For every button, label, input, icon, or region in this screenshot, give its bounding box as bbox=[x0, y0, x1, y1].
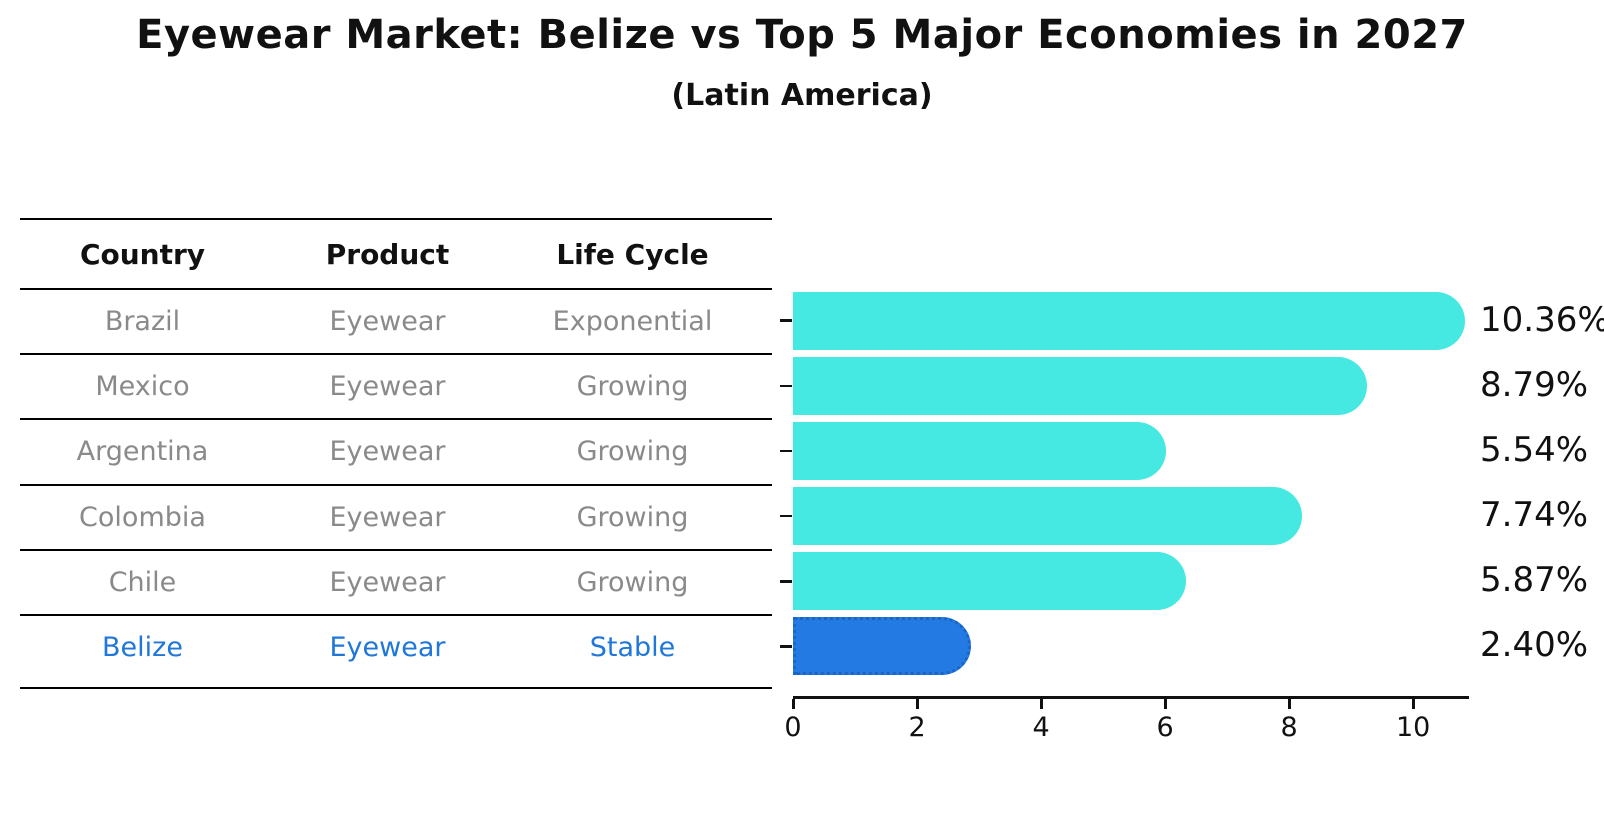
bar-value-label: 5.54% bbox=[1480, 429, 1589, 470]
bar-belize bbox=[793, 617, 971, 676]
table-row-belize: Belize Eyewear Stable bbox=[20, 613, 772, 679]
cell-life-cycle: Exponential bbox=[552, 306, 713, 338]
y-axis-tick bbox=[780, 384, 792, 387]
column-header-country: Country bbox=[79, 237, 206, 271]
data-table: Country Product Life Cycle Brazil Eyewear… bbox=[20, 218, 772, 679]
x-tick-label: 8 bbox=[1280, 712, 1298, 743]
cell-product: Eyewear bbox=[329, 501, 446, 533]
bar-value-label: 10.36% bbox=[1480, 299, 1604, 340]
table-row-mexico: Mexico Eyewear Growing bbox=[20, 353, 772, 418]
x-tick-label: 10 bbox=[1395, 712, 1431, 743]
cell-life-cycle: Growing bbox=[576, 371, 689, 403]
bar-value-label: 7.74% bbox=[1480, 495, 1589, 536]
x-tick-mark bbox=[1411, 699, 1415, 709]
table-row-colombia: Colombia Eyewear Growing bbox=[20, 483, 772, 549]
chart-title: Eyewear Market: Belize vs Top 5 Major Ec… bbox=[136, 12, 1468, 58]
table-row-argentina: Argentina Eyewear Growing bbox=[20, 418, 772, 483]
cell-product: Eyewear bbox=[329, 566, 446, 598]
cell-life-cycle: Growing bbox=[576, 566, 689, 598]
bar-value-label: 2.40% bbox=[1480, 625, 1589, 666]
x-tick-mark bbox=[915, 699, 919, 709]
cell-product: Eyewear bbox=[329, 306, 446, 338]
table-bottom-border bbox=[20, 687, 772, 689]
cell-country: Chile bbox=[108, 566, 177, 598]
y-axis-tick bbox=[780, 645, 792, 648]
cell-country: Mexico bbox=[95, 371, 190, 403]
table-row-chile: Chile Eyewear Growing bbox=[20, 548, 772, 614]
column-header-product: Product bbox=[325, 237, 450, 271]
cell-country: Colombia bbox=[79, 501, 206, 533]
chart-subtitle: (Latin America) bbox=[671, 78, 933, 113]
bar-colombia bbox=[793, 487, 1303, 546]
x-tick-label: 4 bbox=[1032, 712, 1050, 743]
cell-life-cycle: Growing bbox=[576, 436, 689, 468]
cell-country: Argentina bbox=[76, 436, 209, 468]
column-header-life-cycle: Life Cycle bbox=[556, 237, 709, 271]
y-axis-tick bbox=[780, 449, 792, 453]
cell-product: Eyewear bbox=[329, 436, 446, 468]
y-axis-tick bbox=[780, 319, 792, 322]
cell-product: Eyewear bbox=[329, 632, 446, 664]
bar-value-label: 5.87% bbox=[1480, 560, 1589, 601]
x-tick-mark bbox=[1163, 699, 1167, 709]
cell-country: Brazil bbox=[104, 306, 181, 338]
y-axis-tick bbox=[780, 580, 792, 583]
bar-mexico bbox=[793, 356, 1368, 415]
cell-life-cycle: Growing bbox=[576, 501, 689, 533]
bar-brazil bbox=[793, 291, 1465, 350]
cell-product: Eyewear bbox=[329, 371, 446, 403]
table-row-brazil: Brazil Eyewear Exponential bbox=[20, 288, 772, 353]
x-tick-label: 2 bbox=[908, 712, 926, 743]
x-axis-line bbox=[793, 696, 1469, 699]
x-tick-mark bbox=[1039, 699, 1043, 709]
x-tick-mark bbox=[791, 699, 795, 709]
table-body: Brazil Eyewear Exponential Mexico Eyewear Gro… bbox=[20, 288, 772, 679]
cell-country: Belize bbox=[102, 632, 183, 664]
x-tick-label: 0 bbox=[784, 712, 802, 743]
bar-argentina bbox=[793, 421, 1166, 480]
y-axis-tick bbox=[780, 514, 792, 518]
bar-value-label: 8.79% bbox=[1480, 364, 1589, 405]
table-header-row: Country Product Life Cycle bbox=[20, 218, 772, 288]
bar-chile bbox=[793, 552, 1187, 611]
cell-life-cycle: Stable bbox=[589, 632, 676, 664]
x-tick-label: 6 bbox=[1156, 712, 1174, 743]
x-tick-mark bbox=[1287, 699, 1291, 709]
